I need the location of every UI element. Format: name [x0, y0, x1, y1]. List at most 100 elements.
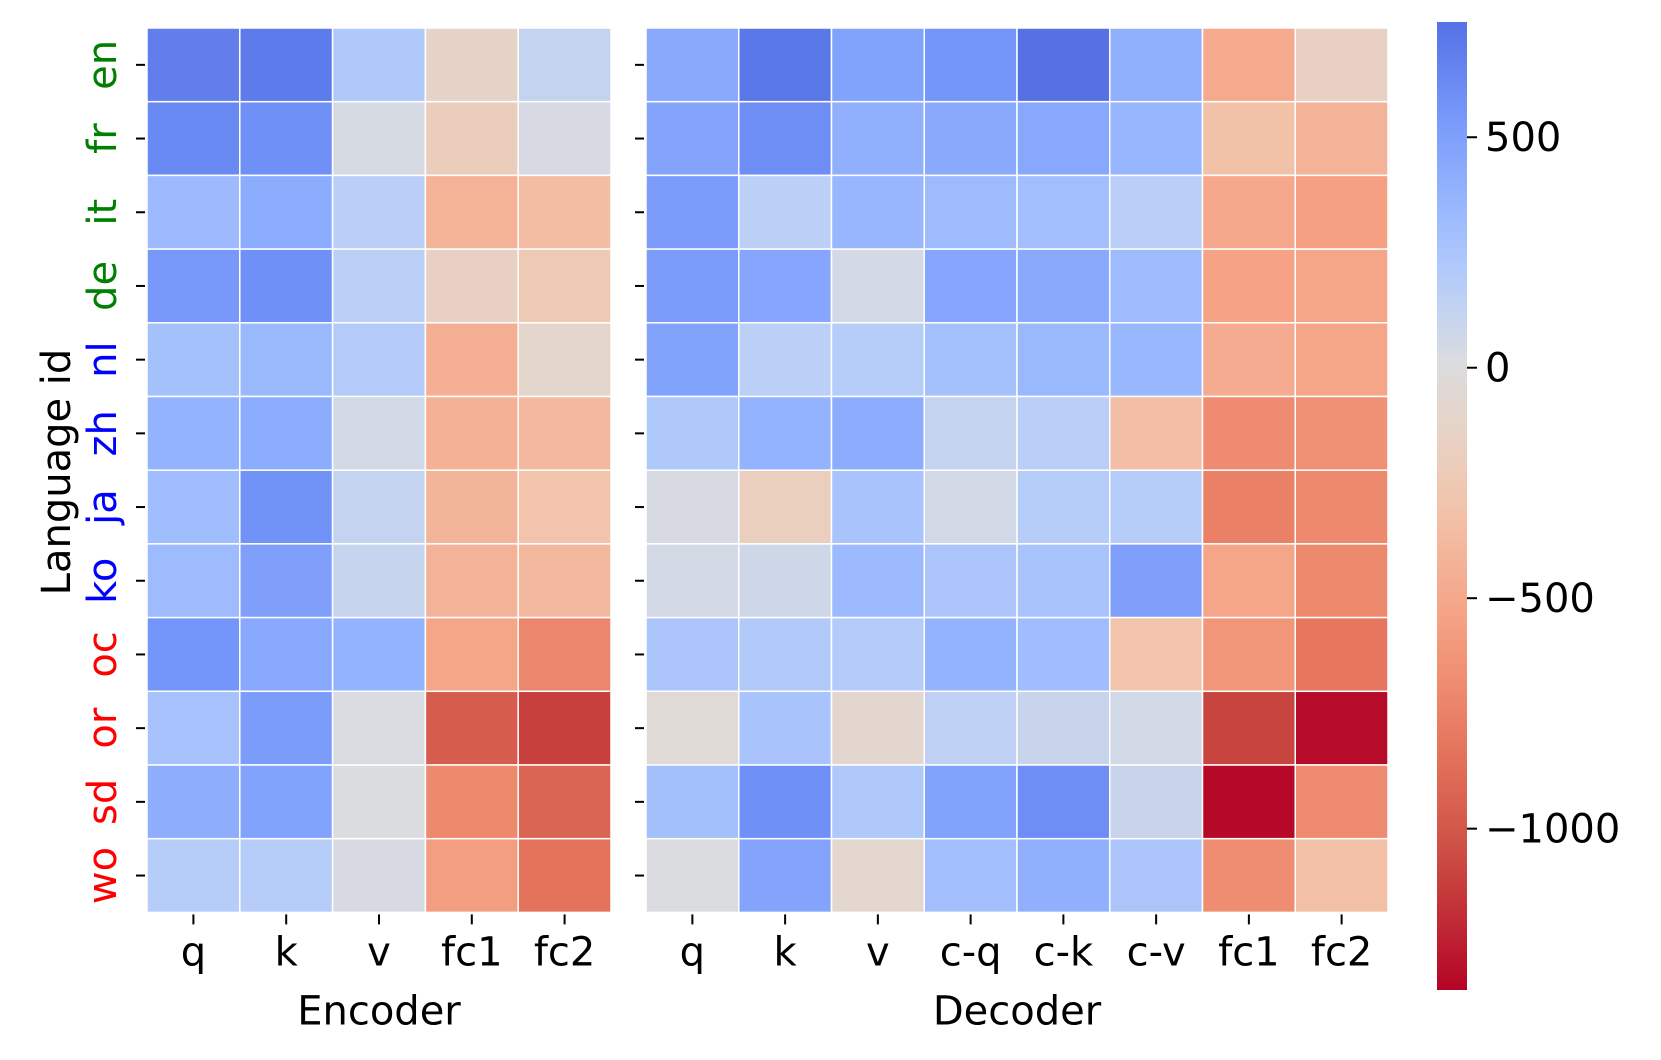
- colorbar-tick-label-0: 0: [1485, 346, 1510, 392]
- decoder-cell-wo-c-v: [1109, 837, 1204, 914]
- decoder-cell-zh-fc2: [1294, 395, 1389, 471]
- decoder-cell-sd-fc2: [1294, 764, 1389, 840]
- encoder-cell-zh-fc2: [517, 395, 612, 471]
- encoder-cell-oc-fc2: [517, 616, 612, 693]
- colorbar: 500 0 −500 −1000: [1437, 22, 1620, 990]
- language-label-ja: ja: [80, 489, 126, 526]
- language-label-or: or: [80, 707, 126, 748]
- decoder-cell-ja-k: [738, 469, 833, 545]
- decoder-x-tick-label-c-v: c-v: [1127, 929, 1186, 975]
- decoder-cell-it-q: [645, 174, 740, 250]
- decoder-cell-fr-c-v: [1109, 100, 1204, 177]
- decoder-cell-de-k: [738, 248, 833, 324]
- decoder-x-tick-label-fc1: fc1: [1218, 929, 1280, 975]
- encoder-x-tick-label-fc1: fc1: [441, 929, 503, 975]
- decoder-cell-de-fc2: [1294, 248, 1389, 324]
- decoder-cell-en-fc1: [1201, 27, 1296, 103]
- y-axis-title: Language id: [34, 349, 80, 596]
- encoder-cell-en-q: [146, 27, 241, 103]
- language-label-sd: sd: [80, 779, 126, 825]
- encoder-cell-nl-v: [331, 322, 427, 398]
- decoder-cell-ja-c-v: [1109, 469, 1204, 545]
- language-label-nl: nl: [80, 341, 126, 377]
- decoder-cell-or-c-k: [1016, 690, 1111, 766]
- encoder-cell-zh-k: [239, 395, 334, 471]
- encoder-x-tick-label-q: q: [181, 929, 206, 975]
- encoder-cell-en-k: [239, 27, 334, 103]
- decoder-x-tick-label-q: q: [680, 929, 705, 975]
- encoder-cell-or-k: [239, 690, 334, 766]
- encoder-cell-nl-k: [239, 322, 334, 398]
- encoder-cell-ko-k: [239, 543, 334, 619]
- decoder-cell-oc-k: [738, 616, 833, 693]
- encoder-cell-ja-fc2: [517, 469, 612, 545]
- decoder-cell-oc-v: [830, 616, 925, 693]
- decoder-cell-en-c-k: [1016, 27, 1111, 103]
- encoder-x-tick-label-fc2: fc2: [534, 929, 596, 975]
- decoder-cell-or-c-v: [1109, 690, 1204, 766]
- decoder-x-tick-label-fc2: fc2: [1311, 929, 1373, 975]
- encoder-cell-ko-v: [331, 543, 427, 619]
- decoder-cell-nl-c-q: [923, 322, 1018, 398]
- decoder-cell-nl-c-v: [1109, 322, 1204, 398]
- decoder-cell-oc-c-q: [923, 616, 1018, 693]
- decoder-cell-ko-fc1: [1201, 543, 1296, 619]
- encoder-cell-fr-v: [331, 100, 427, 177]
- encoder-cell-oc-v: [331, 616, 427, 693]
- encoder-cell-it-q: [146, 174, 241, 250]
- encoder-cell-sd-k: [239, 764, 334, 840]
- encoder-cell-zh-fc1: [424, 395, 519, 471]
- language-tick-labels: en fr it de nl zh ja ko oc or sd wo: [80, 40, 126, 904]
- encoder-cell-sd-fc2: [517, 764, 612, 840]
- decoder-cell-wo-v: [830, 837, 925, 914]
- decoder-cell-nl-c-k: [1016, 322, 1111, 398]
- encoder-x-tick-label-k: k: [275, 929, 299, 975]
- decoder-cell-ja-v: [830, 469, 925, 545]
- decoder-cell-or-k: [738, 690, 833, 766]
- encoder-cell-wo-fc2: [517, 837, 612, 914]
- decoder-cell-de-q: [645, 248, 740, 324]
- decoder-x-axis-title: Decoder: [933, 988, 1102, 1034]
- decoder-x-tick-label-k: k: [774, 929, 798, 975]
- decoder-cell-it-v: [830, 174, 925, 250]
- encoder-cell-fr-fc2: [517, 100, 612, 177]
- decoder-cell-ko-c-q: [923, 543, 1018, 619]
- decoder-cell-zh-c-k: [1016, 395, 1111, 471]
- decoder-cell-de-v: [830, 248, 925, 324]
- encoder-cell-or-v: [331, 690, 427, 766]
- decoder-cell-sd-v: [830, 764, 925, 840]
- encoder-cell-en-v: [331, 27, 427, 103]
- decoder-cell-sd-k: [738, 764, 833, 840]
- language-label-de: de: [80, 261, 126, 311]
- encoder-cell-wo-q: [146, 837, 241, 914]
- encoder-cell-ja-v: [331, 469, 427, 545]
- decoder-cell-sd-q: [645, 764, 740, 840]
- encoder-cell-oc-k: [239, 616, 334, 693]
- encoder-cell-ko-fc1: [424, 543, 519, 619]
- decoder-cell-oc-q: [645, 616, 740, 693]
- decoder-cell-ko-q: [645, 543, 740, 619]
- encoder-cell-ko-q: [146, 543, 241, 619]
- decoder-cell-or-fc2: [1294, 690, 1389, 766]
- encoder-cell-it-k: [239, 174, 334, 250]
- decoder-cell-ja-fc2: [1294, 469, 1389, 545]
- language-label-oc: oc: [80, 631, 126, 677]
- encoder-cell-sd-q: [146, 764, 241, 840]
- decoder-cell-sd-c-q: [923, 764, 1018, 840]
- decoder-cell-fr-c-k: [1016, 100, 1111, 177]
- decoder-cell-or-v: [830, 690, 925, 766]
- decoder-cell-fr-v: [830, 100, 925, 177]
- encoder-cell-nl-fc1: [424, 322, 519, 398]
- decoder-cell-sd-c-v: [1109, 764, 1204, 840]
- decoder-cell-sd-c-k: [1016, 764, 1111, 840]
- encoder-cell-or-q: [146, 690, 241, 766]
- encoder-cell-oc-fc1: [424, 616, 519, 693]
- decoder-cell-fr-c-q: [923, 100, 1018, 177]
- decoder-cell-wo-c-k: [1016, 837, 1111, 914]
- encoder-cell-it-fc1: [424, 174, 519, 250]
- decoder-cell-fr-k: [738, 100, 833, 177]
- decoder-cell-en-v: [830, 27, 925, 103]
- decoder-cell-fr-fc1: [1201, 100, 1296, 177]
- decoder-cell-ja-c-k: [1016, 469, 1111, 545]
- decoder-cell-en-fc2: [1294, 27, 1389, 103]
